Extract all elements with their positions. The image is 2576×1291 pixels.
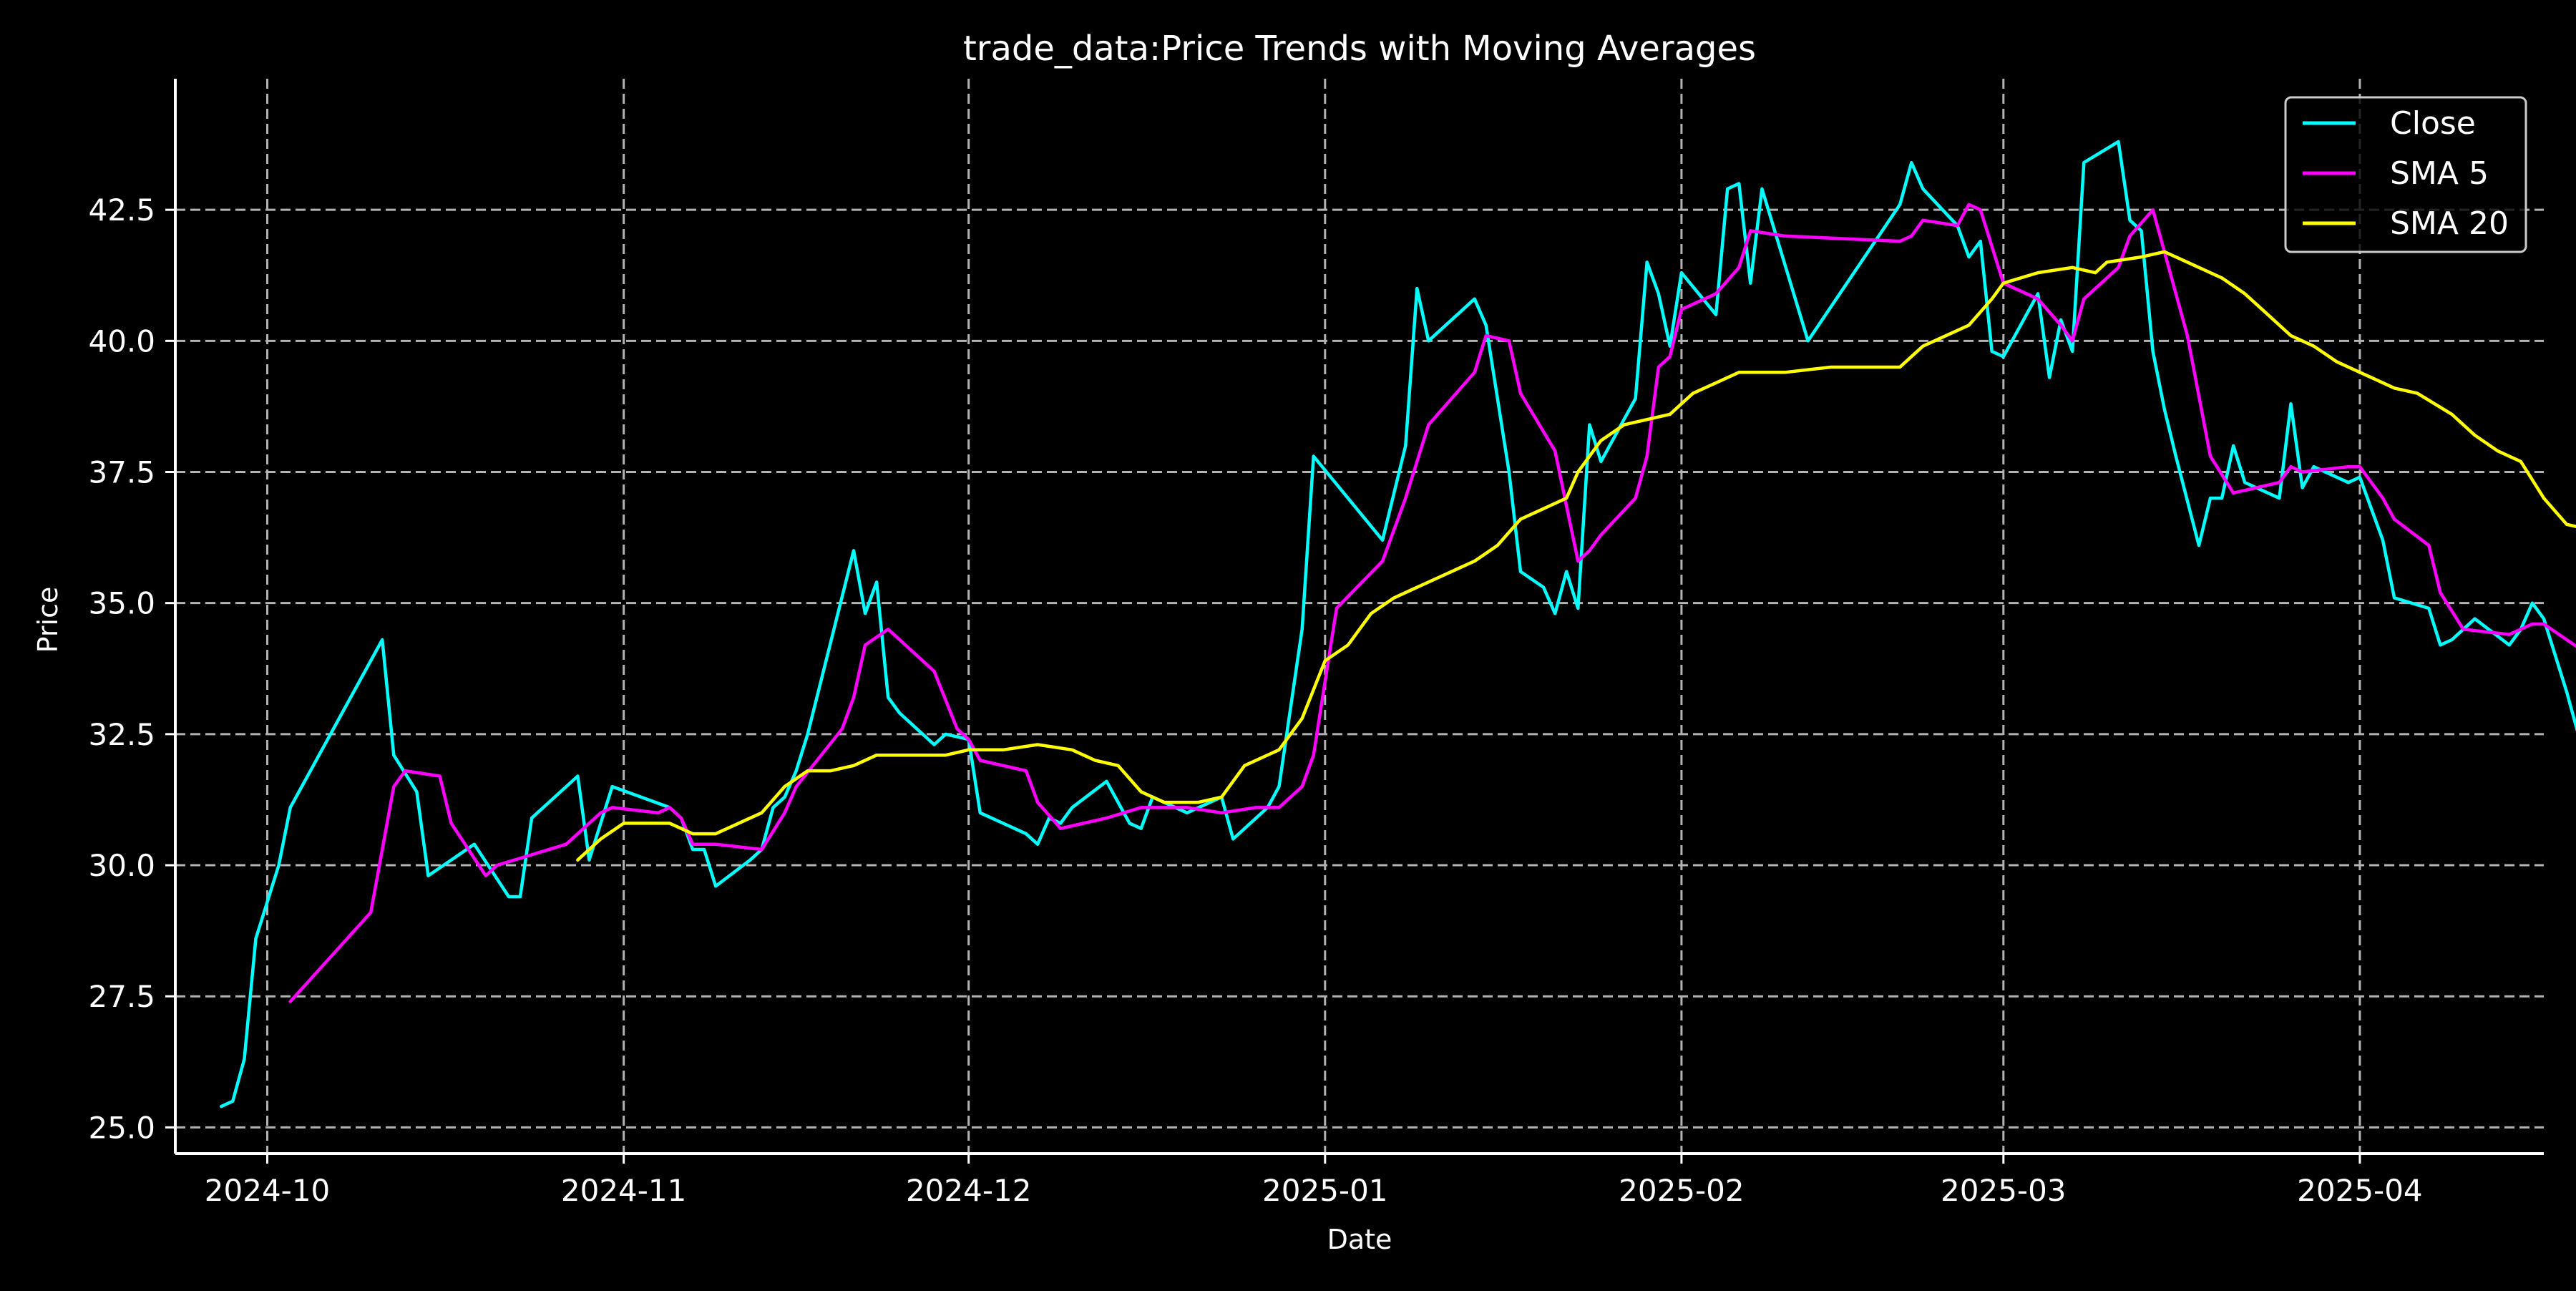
legend-label-sma-20: SMA 20 bbox=[2390, 205, 2509, 242]
y-tick-label: 32.5 bbox=[88, 717, 155, 752]
axes bbox=[165, 79, 2544, 1164]
y-tick-label: 25.0 bbox=[88, 1110, 155, 1145]
legend-label-sma-5: SMA 5 bbox=[2390, 155, 2489, 192]
x-tick-label: 2024-11 bbox=[561, 1173, 687, 1208]
chart-title: trade_data:Price Trends with Moving Aver… bbox=[963, 29, 1756, 69]
legend-label-close: Close bbox=[2390, 105, 2476, 142]
y-tick-label: 30.0 bbox=[88, 848, 155, 883]
y-tick-label: 37.5 bbox=[88, 455, 155, 490]
series-line-close bbox=[220, 140, 2576, 1109]
x-tick-label: 2024-10 bbox=[205, 1173, 331, 1208]
series-line-sma-5 bbox=[288, 203, 2576, 1003]
legend-box bbox=[2284, 96, 2527, 253]
x-tick-label: 2025-01 bbox=[1262, 1173, 1388, 1208]
series-lines bbox=[220, 140, 2576, 1109]
y-tick-label: 27.5 bbox=[88, 979, 155, 1014]
x-axis-label: Date bbox=[1327, 1224, 1392, 1255]
y-tick-label: 35.0 bbox=[88, 586, 155, 621]
x-tick-label: 2025-04 bbox=[2297, 1173, 2423, 1208]
tick-labels: 2024-10 2024-11 2024-12 2025-01 2025-02 2025-… bbox=[88, 193, 2422, 1208]
grid bbox=[175, 79, 2544, 1154]
x-tick-label: 2025-03 bbox=[1941, 1173, 2067, 1208]
y-axis-label: Price bbox=[32, 587, 64, 653]
y-tick-label: 40.0 bbox=[88, 323, 155, 359]
x-tick-label: 2025-02 bbox=[1619, 1173, 1745, 1208]
x-tick-label: 2024-12 bbox=[906, 1173, 1032, 1208]
legend: Close SMA 5 SMA 20 bbox=[2284, 96, 2527, 253]
y-tick-label: 42.5 bbox=[88, 193, 155, 228]
series-line-sma-20 bbox=[576, 250, 2576, 862]
